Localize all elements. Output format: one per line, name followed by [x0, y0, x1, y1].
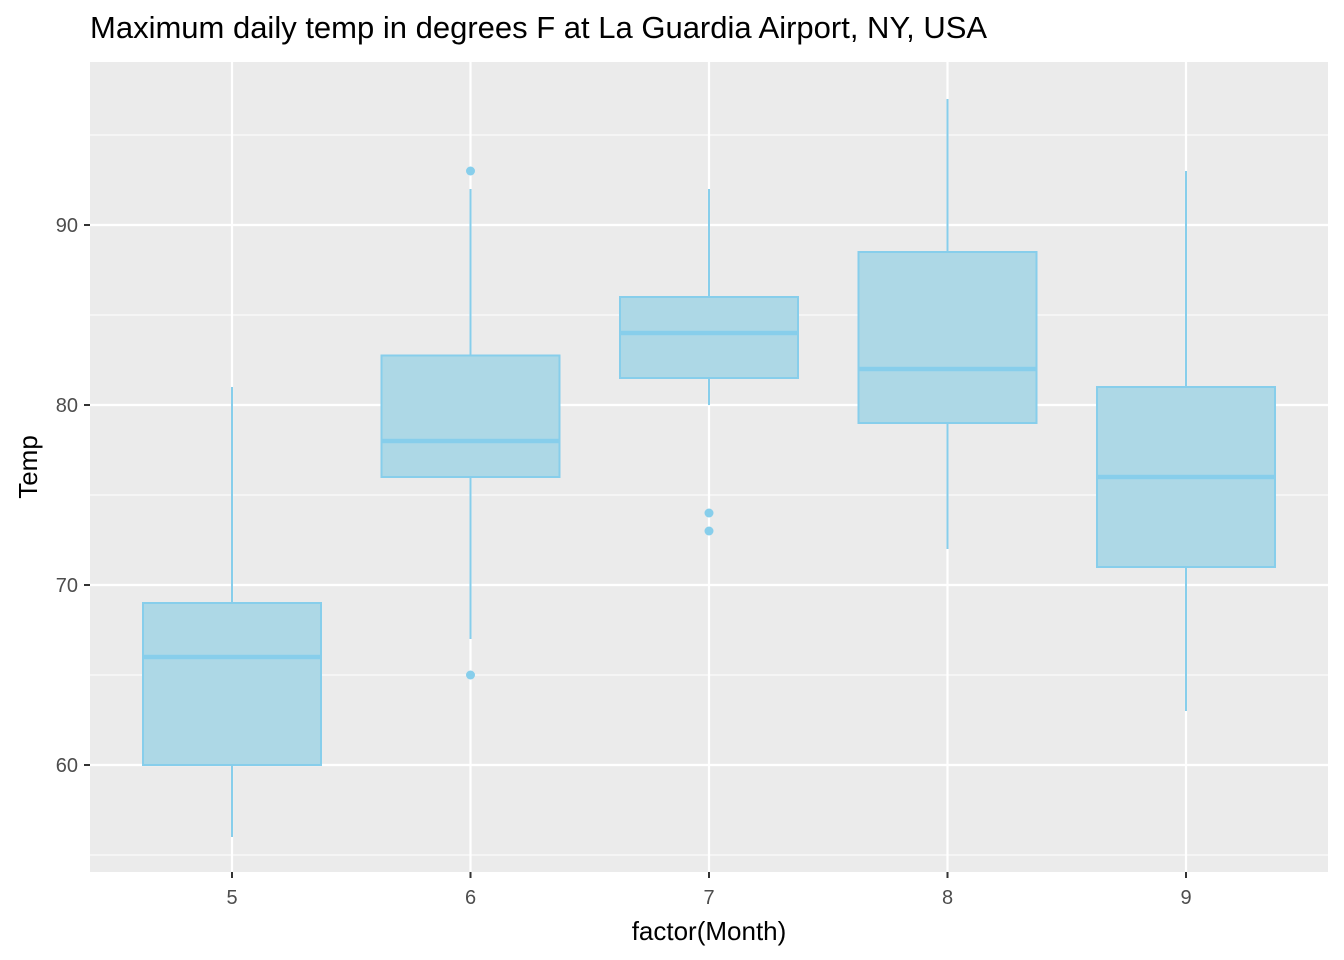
y-tick-label: 70	[56, 575, 78, 597]
box-iqr	[857, 251, 1038, 424]
x-axis-title: factor(Month)	[632, 916, 787, 946]
box-month-8	[857, 99, 1038, 549]
box-month-9	[1096, 171, 1276, 711]
box-month-7	[619, 189, 799, 536]
chart-title: Maximum daily temp in degrees F at La Gu…	[90, 10, 988, 45]
outlier-point	[466, 670, 475, 680]
outlier-point	[466, 166, 475, 176]
y-axis: 60 70 80 90	[56, 215, 90, 777]
x-axis: 5 6 7 8 9	[226, 872, 1192, 909]
x-tick-label: 7	[703, 887, 714, 909]
boxes-layer	[142, 99, 1276, 837]
box-iqr	[142, 602, 322, 766]
y-tick-label: 60	[56, 755, 78, 777]
x-tick-label: 9	[1180, 887, 1191, 909]
y-tick-label: 80	[56, 395, 78, 417]
x-tick-label: 5	[226, 887, 237, 909]
outlier-point	[704, 526, 714, 536]
outlier-point	[704, 508, 714, 518]
box-month-6	[380, 166, 561, 680]
y-axis-title: Temp	[13, 435, 43, 499]
box-iqr	[380, 354, 561, 478]
x-tick-label: 8	[942, 887, 953, 909]
box-month-5	[142, 387, 322, 837]
x-tick-label: 6	[465, 887, 476, 909]
y-tick-label: 90	[56, 215, 78, 237]
box-iqr	[619, 296, 799, 379]
